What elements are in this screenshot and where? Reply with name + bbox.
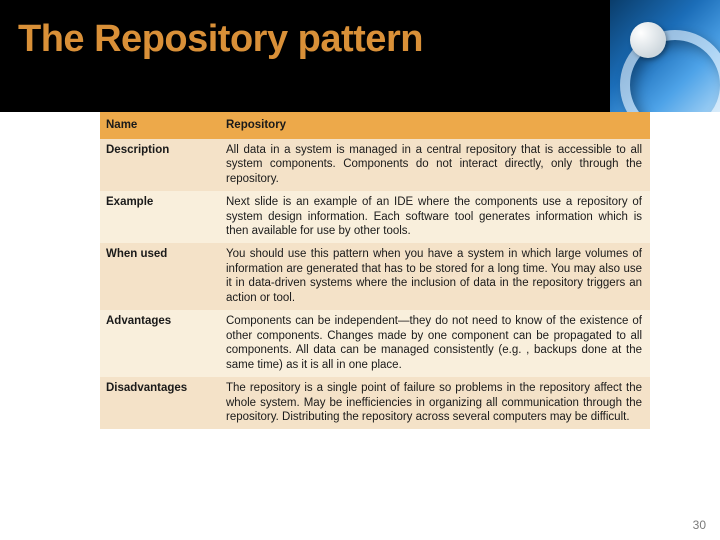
table-row: Example Next slide is an example of an I…	[100, 191, 650, 243]
table-row: Advantages Components can be independent…	[100, 310, 650, 377]
table-row: Disadvantages The repository is a single…	[100, 377, 650, 429]
row-text: Next slide is an example of an IDE where…	[220, 191, 650, 243]
decorative-graphic	[610, 0, 720, 112]
row-text: You should use this pattern when you hav…	[220, 243, 650, 310]
pattern-table: Name Repository Description All data in …	[100, 112, 650, 429]
row-label: Disadvantages	[100, 377, 220, 429]
row-label: Example	[100, 191, 220, 243]
header-value: Repository	[220, 112, 650, 139]
header-name: Name	[100, 112, 220, 139]
row-text: Components can be independent—they do no…	[220, 310, 650, 377]
table-row: Description All data in a system is mana…	[100, 139, 650, 191]
row-label: When used	[100, 243, 220, 310]
row-label: Description	[100, 139, 220, 191]
header-bar: The Repository pattern	[0, 0, 720, 112]
page-number: 30	[693, 518, 706, 532]
table-header-row: Name Repository	[100, 112, 650, 139]
row-label: Advantages	[100, 310, 220, 377]
row-text: All data in a system is managed in a cen…	[220, 139, 650, 191]
content-area: Name Repository Description All data in …	[0, 112, 720, 429]
slide: The Repository pattern Name Repository D…	[0, 0, 720, 540]
row-text: The repository is a single point of fail…	[220, 377, 650, 429]
table-row: When used You should use this pattern wh…	[100, 243, 650, 310]
